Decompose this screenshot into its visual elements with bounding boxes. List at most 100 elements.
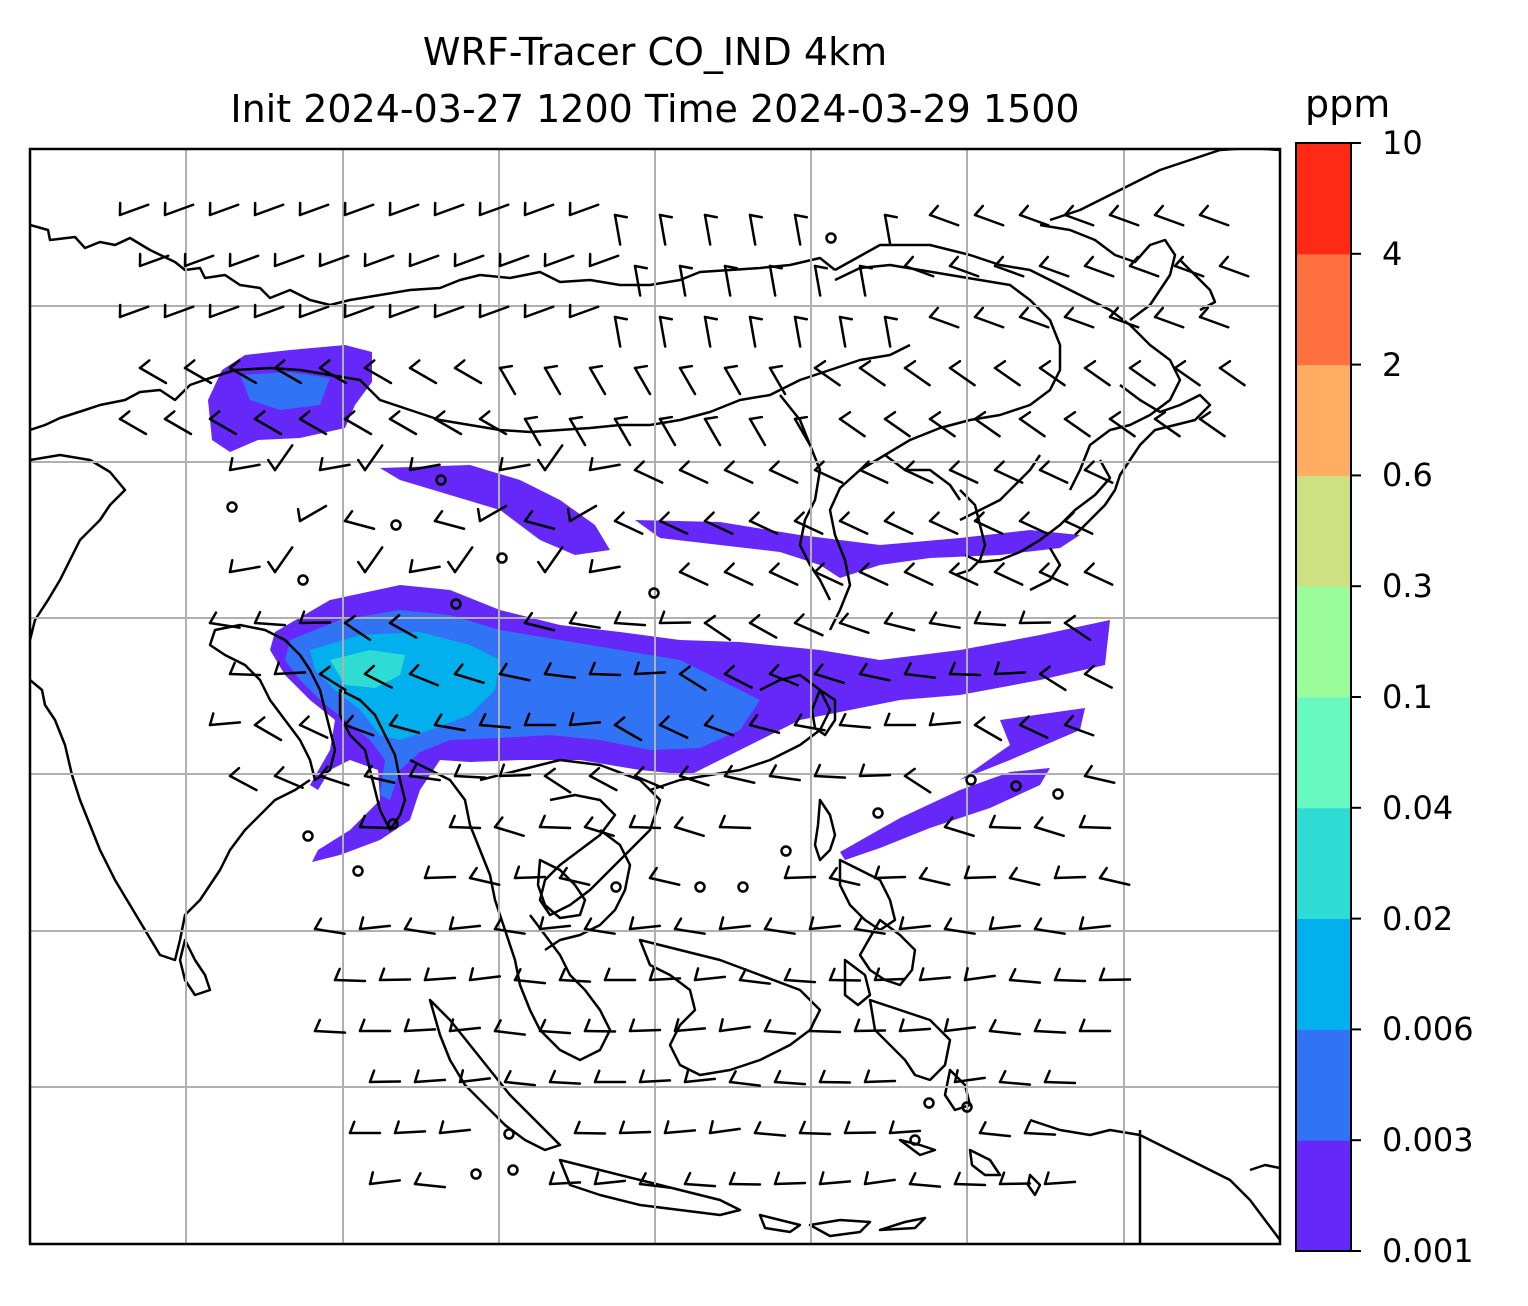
wind-barb-flag bbox=[948, 359, 962, 370]
wind-barb-flag bbox=[138, 359, 151, 370]
wind-barb-staff bbox=[118, 305, 150, 319]
wind-barb-staff bbox=[368, 1179, 402, 1186]
wind-barb-staff bbox=[1218, 366, 1246, 387]
wind-barb-flag bbox=[448, 1018, 455, 1033]
calm-wind-marker bbox=[872, 807, 884, 819]
wind-barb-staff bbox=[498, 366, 517, 396]
wind-barb-flag bbox=[718, 916, 725, 931]
wind-barb-staff bbox=[1128, 264, 1160, 278]
wind-barb-flag bbox=[1063, 410, 1077, 421]
wind-barb-staff bbox=[1198, 213, 1230, 227]
wind-barb-staff bbox=[343, 723, 375, 737]
wind-barb-flag bbox=[343, 714, 355, 727]
wind-barb-staff bbox=[228, 366, 258, 385]
wind-barb-flag bbox=[748, 511, 760, 523]
wind-barb-flag bbox=[1128, 255, 1140, 268]
calm-wind-marker bbox=[825, 232, 837, 244]
wind-barb-flag bbox=[423, 865, 431, 880]
plume-main-peak bbox=[330, 650, 405, 688]
wind-barb-flag bbox=[538, 1018, 547, 1033]
wind-barb-flag bbox=[1098, 866, 1108, 880]
wind-barb-flag bbox=[1173, 359, 1187, 370]
wind-barb-flag bbox=[458, 1069, 465, 1084]
wind-barb-staff bbox=[748, 213, 757, 246]
wind-barb-staff bbox=[403, 927, 436, 935]
wind-barb-staff bbox=[523, 305, 555, 319]
wind-barb-flag bbox=[1098, 967, 1106, 982]
wind-barb-staff bbox=[638, 1182, 672, 1189]
wind-barb-flag bbox=[723, 364, 739, 370]
wind-barb-staff bbox=[813, 468, 844, 484]
wind-barb-flag bbox=[298, 715, 310, 727]
wind-barb-staff bbox=[1043, 1180, 1077, 1186]
wind-barb-staff bbox=[1043, 1080, 1077, 1085]
wind-barb-staff bbox=[1083, 570, 1114, 586]
wind-barb-flag bbox=[403, 917, 413, 931]
wind-barb-flag bbox=[858, 562, 870, 574]
wind-barb-flag bbox=[388, 714, 399, 727]
wind-barb-flag bbox=[998, 1171, 1006, 1186]
colorbar-tick-label: 4 bbox=[1382, 234, 1403, 273]
wind-barb-staff bbox=[818, 1180, 852, 1186]
wind-barb-staff bbox=[768, 672, 800, 687]
wind-barb-staff bbox=[1038, 366, 1066, 387]
wind-barb-staff bbox=[678, 672, 707, 692]
wind-barb-flag bbox=[918, 866, 928, 880]
wind-barb-staff bbox=[568, 203, 600, 217]
wind-barb-flag bbox=[403, 1018, 410, 1033]
wind-barb-staff bbox=[613, 417, 632, 447]
wind-barb-staff bbox=[703, 213, 712, 246]
wind-barb-flag bbox=[588, 456, 594, 472]
wind-barb-staff bbox=[903, 468, 934, 484]
wind-barb-flag bbox=[738, 968, 747, 982]
wind-barb-flag bbox=[118, 410, 131, 421]
wind-barb-staff bbox=[433, 723, 466, 732]
wind-barb-flag bbox=[898, 916, 905, 931]
wind-barb-staff bbox=[538, 825, 572, 830]
wind-barb-flag bbox=[1038, 359, 1052, 370]
wind-barb-flag bbox=[973, 306, 985, 319]
wind-barb-staff bbox=[523, 417, 542, 447]
wind-barb-flag bbox=[408, 764, 418, 778]
calm-wind-marker bbox=[496, 552, 508, 564]
wind-barb-staff bbox=[163, 203, 195, 217]
plume-north-west-core bbox=[240, 372, 330, 410]
wind-barb-flag bbox=[408, 663, 420, 676]
wind-barb-staff bbox=[703, 417, 722, 447]
wind-barb-staff bbox=[388, 621, 418, 639]
wind-barb-flag bbox=[973, 511, 985, 523]
wind-barb-flag bbox=[1083, 460, 1095, 472]
wind-barb-staff bbox=[228, 774, 258, 792]
colorbar-tick-label: 10 bbox=[1382, 124, 1423, 162]
wind-barb-staff bbox=[1008, 876, 1041, 886]
wind-barb-flag bbox=[228, 456, 234, 472]
wind-barb-flag bbox=[313, 917, 323, 931]
wind-barb-flag bbox=[673, 816, 684, 829]
wind-barb-flag bbox=[863, 1069, 871, 1084]
wind-barb-staff bbox=[1018, 621, 1052, 625]
wind-barb-staff bbox=[568, 721, 602, 727]
wind-barb-flag bbox=[583, 816, 594, 829]
wind-barb-flag bbox=[253, 410, 266, 421]
wind-barb-flag bbox=[928, 410, 942, 421]
wind-barb-flag bbox=[728, 1070, 737, 1084]
wind-barb-flag bbox=[703, 213, 719, 219]
wind-barb-flag bbox=[298, 610, 306, 625]
wind-barb-staff bbox=[413, 1078, 447, 1084]
wind-barb-flag bbox=[948, 255, 960, 268]
wind-barb-flag bbox=[1153, 306, 1165, 319]
wind-barb-staff bbox=[453, 774, 487, 779]
wind-barb-staff bbox=[253, 417, 283, 436]
wind-barb-staff bbox=[478, 723, 512, 729]
wind-barb-flag bbox=[903, 460, 915, 472]
wind-barb-flag bbox=[843, 1120, 851, 1135]
wind-barb-flag bbox=[183, 359, 196, 370]
wind-barb-staff bbox=[768, 264, 777, 297]
wind-barb-staff bbox=[458, 1077, 492, 1084]
wind-barb-staff bbox=[208, 721, 242, 727]
wind-barb-staff bbox=[273, 671, 307, 676]
wind-barb-staff bbox=[838, 417, 866, 438]
wind-barb-staff bbox=[943, 927, 976, 935]
calm-wind-marker bbox=[780, 845, 792, 857]
colorbar-segment-1 bbox=[1296, 1029, 1351, 1141]
